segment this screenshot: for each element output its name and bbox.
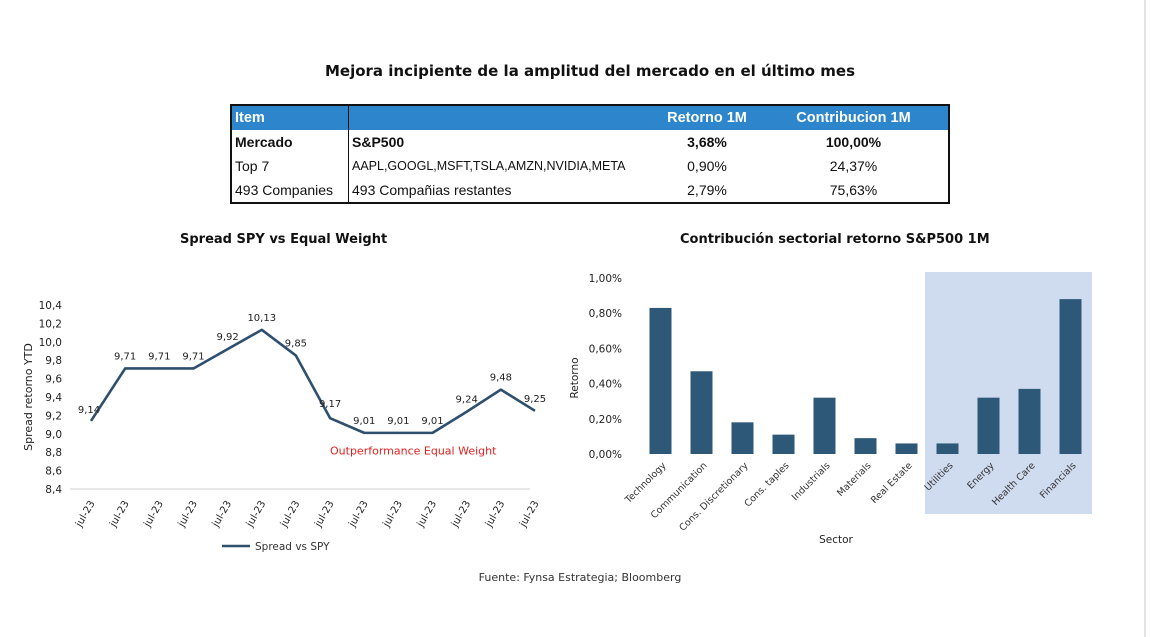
table-row: 493 Companies 493 Compañias restantes 2,… (231, 178, 949, 203)
sector-bar-chart: 0,00%0,20%0,40%0,60%0,80%1,00%RetornoTec… (569, 272, 1092, 546)
table-header-row: Item Retorno 1M Contribucion 1M (231, 105, 949, 130)
x-tick-label: jul-23 (415, 499, 439, 530)
bar (854, 438, 877, 454)
y-tick-label: 0,40% (589, 379, 622, 391)
y-tick-label: 10,0 (39, 337, 62, 349)
table-row: Mercado S&P500 3,68% 100,00% (231, 130, 949, 154)
y-tick-label: 1,00% (589, 273, 622, 285)
y-axis-label: Retorno (569, 357, 581, 398)
x-tick-label: Cons. Discretionary (677, 460, 751, 534)
page-title: Mejora incipiente de la amplitud del mer… (324, 62, 856, 80)
data-label: 9,01 (421, 416, 443, 427)
bar (772, 434, 795, 454)
x-tick-label: jul-23 (347, 499, 371, 530)
table-header-cell: Retorno 1M (655, 105, 759, 130)
y-tick-label: 9,0 (45, 429, 62, 441)
series-line-spread-vs-spy (89, 328, 536, 435)
bar (649, 307, 672, 454)
y-tick-label: 9,2 (45, 410, 62, 422)
x-tick-label: jul-23 (517, 499, 541, 530)
table-cell: 493 Companies (235, 182, 334, 198)
y-tick-label: 10,4 (39, 300, 63, 312)
table-header-cell: Item (231, 105, 349, 130)
x-tick-label: Materials (835, 460, 874, 499)
spread-line-chart: 8,4 8,6 8,8 9,0 9,2 9,4 9,6 9,8 10,0 10,2 10,4 Spre… (22, 300, 546, 553)
page-edge-divider (1144, 0, 1146, 637)
table-cell: S&P500 (348, 130, 655, 154)
x-tick-label: jul-23 (142, 499, 166, 530)
y-tick-label: 0,20% (589, 414, 622, 426)
data-label: 9,85 (285, 339, 307, 350)
x-axis-label: Sector (819, 534, 853, 546)
bar (813, 397, 836, 454)
legend-label: Spread vs SPY (255, 541, 330, 553)
x-tick-label: jul-23 (210, 499, 234, 530)
y-tick-label: 0,00% (589, 449, 622, 461)
x-tick-label: jul-23 (313, 499, 337, 530)
data-label: 9,71 (148, 351, 170, 362)
data-label: 9,71 (182, 351, 204, 362)
data-label: 9,01 (353, 416, 375, 427)
table-cell: 100,00% (825, 134, 882, 150)
table-row: Top 7 AAPL,GOOGL,MSFT,TSLA,AMZN,NVIDIA,M… (231, 154, 949, 178)
table-cell: 2,79% (687, 182, 727, 198)
x-tick-label: jul-23 (449, 499, 473, 530)
x-tick-label: Real Estate (869, 460, 915, 506)
table-cell: 24,37% (829, 158, 878, 174)
y-tick-label: 9,4 (45, 392, 62, 404)
x-tick-label: jul-23 (483, 499, 507, 530)
table-cell: AAPL,GOOGL,MSFT,TSLA,AMZN,NVIDIA,META (348, 154, 655, 178)
bar (690, 371, 713, 454)
bar (977, 397, 1000, 454)
data-label: 9,14 (78, 405, 100, 416)
table-cell: 75,63% (829, 182, 878, 198)
y-tick-label: 10,2 (39, 318, 62, 330)
x-tick-label: jul-23 (244, 499, 268, 530)
y-tick-label: 9,6 (45, 374, 62, 386)
data-label: 9,25 (524, 394, 546, 405)
table-cell: 3,68% (687, 134, 727, 150)
bar (1059, 299, 1082, 454)
x-tick-label: jul-23 (108, 499, 132, 530)
data-label: 10,13 (247, 313, 276, 324)
bar (895, 443, 918, 454)
table-cell: Top 7 (235, 158, 270, 174)
table-header-cell: Contribucion 1M (759, 105, 949, 130)
bar (1018, 388, 1041, 454)
y-tick-label: 8,4 (45, 484, 62, 496)
bar (936, 443, 959, 454)
line-chart-title: Spread SPY vs Equal Weight (180, 232, 388, 247)
table-cell: 493 Compañias restantes (348, 178, 655, 203)
x-tick-label: Industrials (790, 460, 833, 503)
y-tick-label: 0,80% (589, 308, 622, 320)
table-header-cell (348, 105, 655, 130)
y-tick-label: 9,8 (45, 355, 62, 367)
x-tick-label: jul-23 (73, 499, 97, 530)
y-axis-label: Spread retorno YTD (22, 343, 35, 451)
performance-table: Item Retorno 1M Contribucion 1M Mercado … (230, 104, 950, 204)
data-label: 9,92 (216, 332, 238, 343)
data-label: 9,71 (114, 351, 136, 362)
y-tick-label: 0,60% (589, 343, 622, 355)
x-tick-label: jul-23 (381, 499, 405, 530)
bar-chart-title: Contribución sectorial retorno S&P500 1M (680, 232, 990, 247)
bar (731, 422, 754, 454)
source-note: Fuente: Fynsa Estrategia; Bloomberg (478, 571, 682, 584)
x-tick-label: jul-23 (278, 499, 302, 530)
data-label: 9,48 (490, 373, 512, 384)
y-tick-label: 8,6 (45, 466, 62, 478)
data-label: 9,17 (319, 399, 341, 410)
data-label: 9,01 (387, 416, 409, 427)
x-tick-label: jul-23 (176, 499, 200, 530)
data-label: 9,24 (456, 395, 478, 406)
table-cell: Mercado (235, 134, 293, 150)
annotation-outperformance: Outperformance Equal Weight (330, 445, 497, 458)
table-cell: 0,90% (687, 158, 727, 174)
y-tick-label: 8,8 (45, 447, 62, 459)
